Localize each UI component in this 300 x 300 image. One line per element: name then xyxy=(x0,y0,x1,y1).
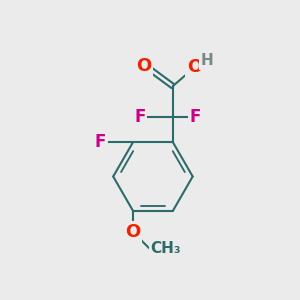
Text: F: F xyxy=(95,133,106,151)
Text: F: F xyxy=(190,108,201,126)
Text: O: O xyxy=(136,56,151,74)
Text: H: H xyxy=(201,53,214,68)
Text: O: O xyxy=(187,58,202,76)
Text: CH₃: CH₃ xyxy=(150,241,181,256)
Text: O: O xyxy=(125,223,141,241)
Text: F: F xyxy=(134,108,146,126)
